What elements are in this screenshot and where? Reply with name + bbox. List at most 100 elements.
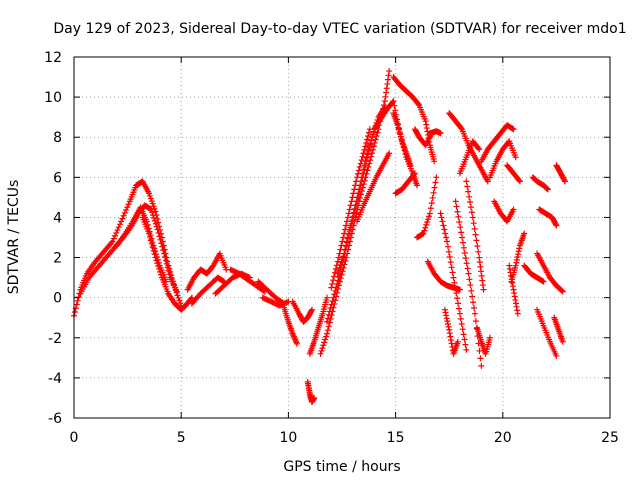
- data-point: [157, 236, 164, 243]
- data-point: [356, 186, 363, 193]
- data-point: [341, 230, 348, 237]
- data-point: [456, 305, 463, 312]
- data-point: [476, 146, 483, 153]
- y-tick-label: -4: [48, 371, 62, 387]
- data-point: [385, 72, 392, 79]
- data-point: [466, 276, 473, 283]
- data-point: [480, 286, 487, 293]
- data-point: [120, 212, 127, 219]
- series-late-4: [504, 162, 523, 185]
- data-point: [147, 237, 154, 244]
- data-point: [509, 283, 516, 290]
- data-point: [475, 145, 482, 152]
- data-point: [474, 243, 481, 250]
- data-point: [364, 167, 371, 174]
- data-point: [452, 284, 459, 291]
- data-point: [410, 171, 417, 178]
- data-point: [443, 234, 450, 241]
- series-peak-2: [390, 74, 438, 165]
- data-point: [357, 182, 364, 189]
- data-point: [157, 271, 164, 278]
- data-point: [460, 331, 467, 338]
- x-tick-label: 5: [177, 430, 186, 446]
- data-point: [515, 251, 522, 258]
- data-point: [512, 296, 519, 303]
- data-point: [450, 274, 457, 281]
- data-point: [173, 288, 180, 295]
- x-tick-label: 0: [70, 430, 79, 446]
- y-tick-label: 2: [53, 251, 62, 267]
- data-point: [423, 221, 430, 228]
- data-point: [323, 333, 330, 340]
- data-point: [468, 287, 475, 294]
- data-point: [338, 259, 345, 266]
- data-point: [472, 318, 479, 325]
- data-point: [112, 232, 119, 239]
- data-point: [453, 290, 460, 297]
- data-point: [456, 219, 463, 226]
- data-point: [340, 234, 347, 241]
- data-point: [334, 270, 341, 277]
- data-point: [354, 194, 361, 201]
- y-axis-label: SDTVAR / TECUs: [6, 180, 22, 295]
- data-point: [437, 130, 444, 137]
- data-point: [354, 170, 361, 177]
- data-point: [349, 217, 356, 224]
- data-point: [357, 160, 364, 167]
- data-point: [323, 318, 330, 325]
- data-point: [336, 264, 343, 271]
- data-point: [317, 350, 324, 357]
- series-late-5: [506, 262, 521, 317]
- data-point: [476, 254, 483, 261]
- data-point: [350, 213, 357, 220]
- data-point: [150, 212, 157, 219]
- data-point: [382, 93, 389, 100]
- data-point: [156, 233, 163, 240]
- data-point: [161, 250, 168, 257]
- data-point: [448, 337, 455, 344]
- series-rise-4: [334, 142, 373, 277]
- data-point: [165, 267, 172, 274]
- data-point: [514, 307, 521, 314]
- data-point: [462, 255, 469, 262]
- series-late-7: [521, 262, 547, 285]
- data-point: [443, 312, 450, 319]
- data-point: [552, 221, 559, 228]
- data-point: [384, 80, 391, 87]
- data-point: [446, 330, 453, 337]
- data-point: [511, 293, 518, 300]
- series-late-1: [478, 122, 517, 165]
- data-point: [458, 229, 465, 236]
- data-point: [162, 257, 169, 264]
- data-point: [441, 306, 448, 313]
- data-point: [154, 260, 161, 267]
- data-point: [311, 394, 318, 401]
- y-tick-label: -6: [48, 411, 62, 427]
- x-tick-label: 25: [601, 430, 619, 446]
- data-point: [164, 264, 171, 271]
- series-late-11: [534, 250, 566, 295]
- data-point: [331, 273, 338, 280]
- data-point: [125, 201, 132, 208]
- series-mid-7: [281, 304, 300, 347]
- y-tick-label: 10: [44, 90, 62, 106]
- data-point: [516, 178, 523, 185]
- data-point: [452, 198, 459, 205]
- series-mid-4: [227, 266, 268, 295]
- series-fall-1: [414, 174, 440, 241]
- data-point: [513, 259, 520, 266]
- series-mid-5: [255, 278, 288, 307]
- data-point: [319, 345, 326, 352]
- data-point: [149, 244, 156, 251]
- data-point: [447, 259, 454, 266]
- data-point: [326, 308, 333, 315]
- data-point: [151, 251, 158, 258]
- data-point: [467, 198, 474, 205]
- series-peak-3: [390, 110, 414, 169]
- data-point: [352, 182, 359, 189]
- data-point: [330, 294, 337, 301]
- data-point: [356, 164, 363, 171]
- data-point: [422, 118, 429, 125]
- y-tick-label: -2: [48, 331, 62, 347]
- data-point: [463, 178, 470, 185]
